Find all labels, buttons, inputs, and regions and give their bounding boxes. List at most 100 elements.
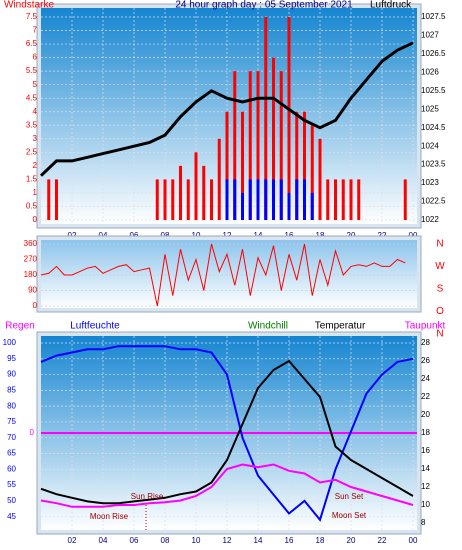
y-tick-label: 6: [33, 53, 38, 62]
series-line: [40, 345, 414, 522]
wind-bar: [202, 165, 206, 220]
wind-bar: [279, 179, 283, 220]
y-tick-label: 270: [24, 255, 38, 264]
annotation: Moon Rise: [90, 512, 129, 521]
y2-tick-label: 1022.5: [421, 197, 446, 206]
wind-bar: [186, 179, 190, 220]
wind-bar: [47, 179, 51, 220]
wind-bar: [303, 179, 306, 220]
y-tick-label: 0: [33, 215, 38, 224]
x-tick-label: 16: [285, 536, 294, 545]
y2-tick-label: 1025.5: [421, 86, 446, 95]
x-tick-label: 06: [130, 536, 139, 545]
wind-bar: [256, 179, 260, 220]
wind-bar: [241, 111, 244, 220]
y-tick-label: 5.5: [26, 66, 38, 75]
wind-bar: [225, 111, 229, 220]
wind-bar: [341, 179, 345, 220]
wind-bar: [357, 179, 361, 220]
y-tick-label: 95: [7, 354, 16, 363]
legend-label: Luftfeuchte: [70, 321, 120, 332]
wind-bar: [241, 192, 244, 220]
legend-label: Windchill: [248, 321, 288, 332]
y-tick-label: 0: [33, 301, 38, 310]
y-tick-label: 70: [7, 433, 16, 442]
x-tick-label: 18: [316, 536, 325, 545]
y-tick-label: 55: [7, 480, 16, 489]
y-tick-label: 6.5: [26, 39, 38, 48]
x-tick-label: 14: [254, 536, 263, 545]
wind-bar: [233, 71, 237, 220]
y-tick-label: 2.5: [26, 147, 38, 156]
annotation: Sun Rise: [131, 492, 164, 501]
wind-bar: [264, 17, 268, 220]
title: 24 hour graph day : 05 September 2021: [175, 0, 353, 11]
wind-bar: [287, 17, 291, 220]
compass-label: N: [436, 239, 443, 250]
direction-line: [40, 243, 406, 307]
y2-tick-label: 1023.5: [421, 160, 446, 169]
y2-tick-label: 1026.5: [421, 49, 446, 58]
y2-tick-label: 1024.5: [421, 123, 446, 132]
y-tick-label: 60: [7, 464, 16, 473]
series-line: [40, 463, 414, 508]
y-tick-label: 4: [33, 107, 38, 116]
annotation: Sun Set: [335, 492, 364, 501]
plot-area: [41, 8, 417, 224]
x-tick-label: 02: [68, 536, 77, 545]
y2-tick-label: 18: [421, 428, 430, 437]
y-tick-label: 2: [33, 161, 38, 170]
series-line: [40, 359, 414, 505]
y2-tick-label: 28: [421, 338, 430, 347]
x-tick-label: 22: [378, 536, 387, 545]
x-tick-label: 20: [347, 536, 356, 545]
wind-bar: [194, 152, 198, 220]
y2-tick-label: 1023: [421, 178, 439, 187]
rain-zero-label: 0: [30, 428, 35, 437]
x-tick-label: 10: [192, 536, 201, 545]
legend-label: Regen: [5, 321, 34, 332]
x-tick-label: 08: [161, 536, 170, 545]
plot-area: [41, 240, 417, 308]
annotation: Moon Set: [332, 511, 367, 520]
y2-tick-label: 1027: [421, 31, 439, 40]
y-tick-label: 4.5: [26, 93, 38, 102]
y-tick-label: 180: [24, 270, 38, 279]
y-tick-label: 85: [7, 385, 16, 394]
y2-axis-label: Luftdruck: [370, 0, 412, 11]
y2-tick-label: 14: [421, 464, 430, 473]
compass-label: O: [436, 306, 444, 317]
y2-tick-label: 1022: [421, 215, 439, 224]
wind-bar: [179, 165, 182, 220]
y2-tick-label: 1026: [421, 67, 439, 76]
y-tick-label: 100: [3, 338, 17, 347]
y2-tick-label: 22: [421, 392, 430, 401]
y2-tick-label: 10: [421, 500, 430, 509]
wind-bar: [303, 111, 306, 220]
wind-bar: [55, 179, 58, 220]
wind-bar: [248, 71, 252, 220]
wind-bar: [233, 179, 237, 220]
y2-tick-label: 1024: [421, 141, 439, 150]
wind-bar: [334, 179, 337, 220]
y2-tick-label: 26: [421, 356, 430, 365]
wind-bar: [310, 192, 314, 220]
y-tick-label: 0.5: [26, 202, 38, 211]
wind-bar: [310, 125, 314, 220]
y-tick-label: 65: [7, 449, 16, 458]
y-tick-label: 7.5: [26, 12, 38, 21]
wind-bar: [210, 179, 213, 220]
compass-label: W: [435, 261, 445, 272]
y-tick-label: 90: [28, 286, 37, 295]
wind-bar: [272, 179, 275, 220]
y-tick-label: 1.5: [26, 175, 38, 184]
y-tick-label: 45: [7, 512, 16, 521]
legend-label: Taupunkt: [405, 321, 446, 332]
compass-label: N: [436, 329, 443, 340]
wind-bar: [163, 179, 167, 220]
wind-bar: [279, 71, 283, 220]
pressure-line: [39, 41, 414, 177]
wind-bar: [295, 111, 299, 220]
wind-bar: [318, 138, 322, 220]
